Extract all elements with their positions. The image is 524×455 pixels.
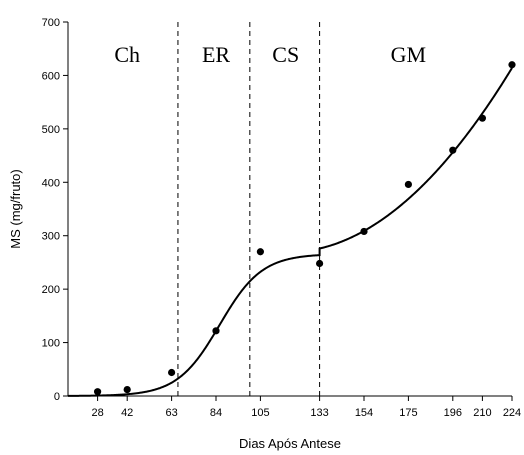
axes — [67, 22, 512, 397]
x-tick-label: 196 — [444, 407, 462, 419]
data-point — [316, 259, 324, 268]
x-tick-label: 42 — [121, 407, 133, 419]
data-point — [449, 146, 457, 154]
data-point — [508, 61, 516, 69]
x-tick-label: 63 — [165, 407, 177, 419]
y-tick-label: 700 — [42, 17, 60, 29]
y-tick-label: 400 — [42, 177, 60, 189]
phase-label: CS — [272, 42, 299, 67]
x-tick-label: 133 — [310, 407, 328, 419]
y-tick-label: 100 — [42, 338, 60, 350]
data-point — [478, 114, 486, 122]
phase-label: ER — [202, 42, 230, 67]
phase-boundary-lines — [177, 22, 321, 396]
x-tick-label: 28 — [91, 407, 103, 419]
x-tick-label: 210 — [473, 407, 491, 419]
x-axis-title: Dias Após Antese — [239, 436, 341, 451]
y-tick-label: 300 — [42, 231, 60, 243]
data-point — [212, 327, 220, 335]
data-points — [94, 61, 516, 396]
phase-label: Ch — [114, 42, 140, 67]
y-tick-label: 600 — [42, 70, 60, 82]
x-axis-ticks: 28 42 63 84 105 133 154 175 196 210 224 — [91, 396, 521, 419]
phase-labels: Ch ER CS GM — [114, 42, 426, 67]
x-tick-label: 175 — [399, 407, 417, 419]
data-point — [94, 388, 102, 396]
data-point — [123, 385, 131, 394]
data-point — [168, 368, 176, 377]
data-point — [360, 227, 368, 236]
phase-label: GM — [391, 42, 426, 67]
fitted-curve — [68, 67, 513, 397]
data-point — [404, 180, 412, 189]
data-point — [256, 248, 264, 256]
x-tick-label: 84 — [210, 407, 222, 419]
x-tick-label: 105 — [251, 407, 269, 419]
x-tick-label: 154 — [355, 407, 373, 419]
y-axis-ticks: 0 100 200 300 400 500 600 700 — [42, 17, 68, 403]
y-axis-title: MS (mg/fruto) — [8, 169, 23, 248]
y-tick-label: 0 — [54, 391, 60, 403]
y-tick-label: 500 — [42, 124, 60, 136]
x-tick-label: 224 — [503, 407, 521, 419]
y-tick-label: 200 — [42, 284, 60, 296]
